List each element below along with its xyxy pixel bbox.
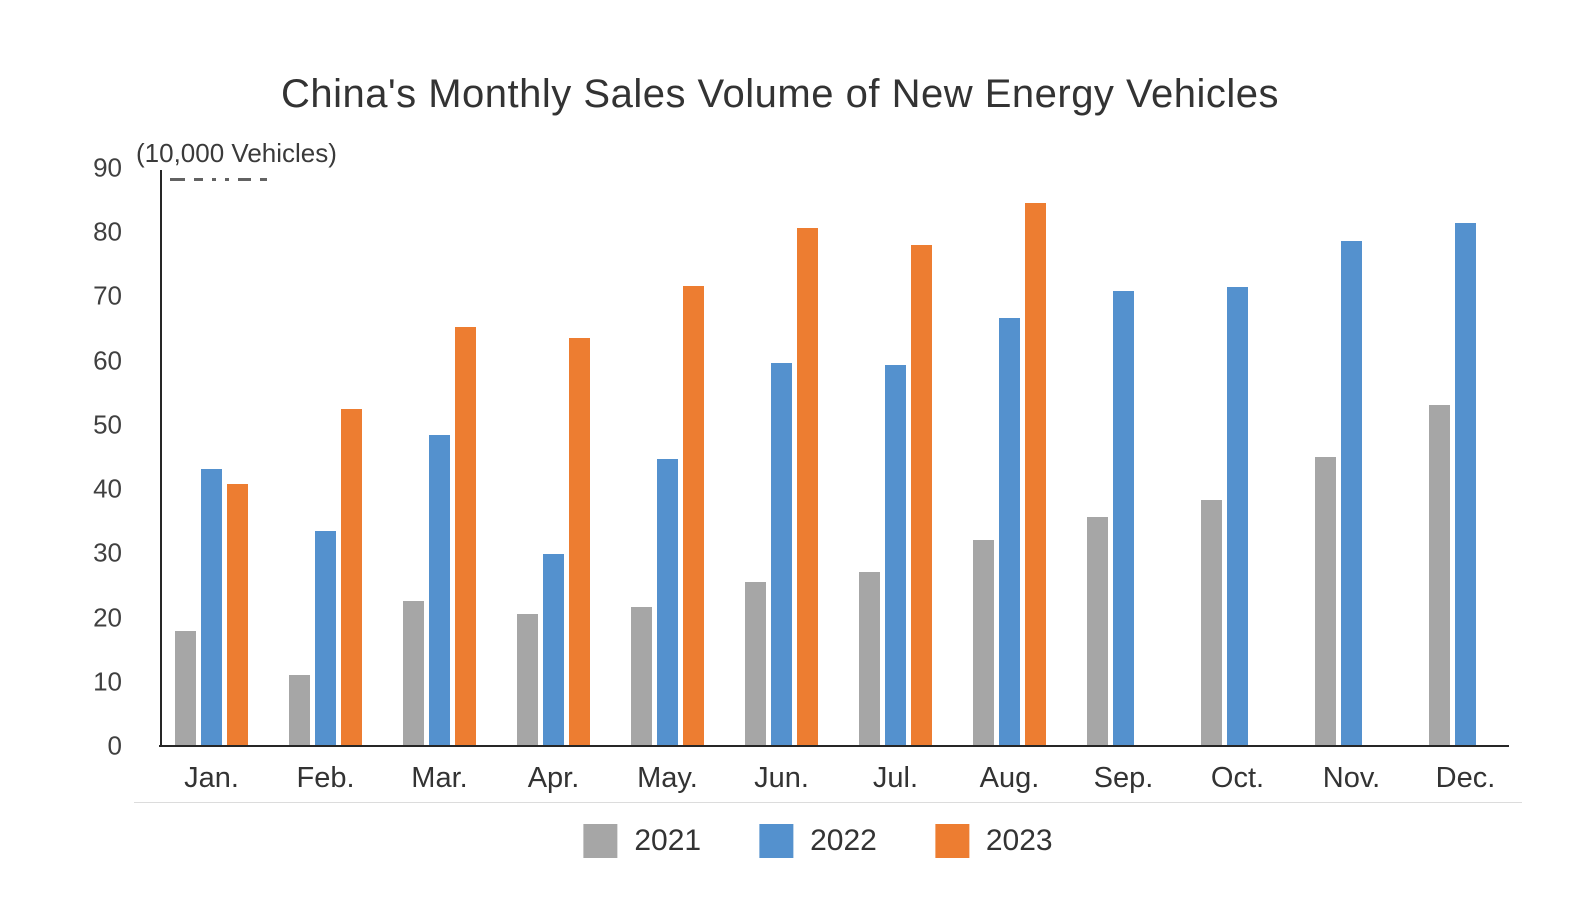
bar-2023-jun bbox=[797, 228, 818, 746]
chart-title: China's Monthly Sales Volume of New Ener… bbox=[280, 72, 1280, 116]
bar-2023-jul bbox=[911, 245, 932, 746]
y-axis-unit-label: (10,000 Vehicles) bbox=[136, 138, 337, 168]
bar-2022-nov bbox=[1341, 241, 1362, 746]
bar-2023-mar bbox=[455, 326, 476, 746]
bar-2021-apr bbox=[517, 613, 538, 746]
bar-2022-apr bbox=[543, 553, 564, 746]
bar-2022-jun bbox=[771, 363, 792, 746]
legend-swatch-2021 bbox=[583, 824, 618, 858]
bar-2023-jan bbox=[227, 483, 248, 746]
bar-2023-feb bbox=[341, 408, 362, 746]
bar-2022-jul bbox=[885, 365, 906, 746]
y-tick-20: 20 bbox=[93, 602, 122, 633]
legend-label-2023: 2023 bbox=[985, 824, 1053, 857]
x-tick-may: May. bbox=[637, 762, 698, 794]
bar-2021-feb bbox=[289, 675, 310, 746]
x-tick-jun: Jun. bbox=[754, 762, 809, 794]
bar-2021-mar bbox=[403, 600, 424, 746]
y-tick-40: 40 bbox=[93, 473, 122, 504]
bar-2022-may bbox=[657, 458, 678, 746]
x-tick-aug: Aug. bbox=[979, 762, 1040, 794]
y-tick-60: 60 bbox=[93, 345, 122, 376]
x-tick-nov: Nov. bbox=[1322, 762, 1381, 794]
y-axis-line bbox=[160, 170, 162, 747]
chart-legend: 2021 2022 2023 bbox=[583, 824, 1053, 858]
y-tick-70: 70 bbox=[93, 280, 122, 311]
axis-artifact-dashes bbox=[170, 177, 276, 181]
bar-2022-jan bbox=[201, 469, 222, 746]
bar-2021-nov bbox=[1315, 457, 1336, 746]
legend-swatch-2023 bbox=[934, 824, 969, 858]
bar-2021-jan bbox=[175, 631, 196, 746]
y-tick-0: 0 bbox=[107, 730, 122, 761]
bar-2022-dec bbox=[1455, 223, 1476, 746]
bar-2022-oct bbox=[1227, 287, 1248, 746]
x-tick-jan: Jan. bbox=[184, 762, 239, 794]
bar-2021-sep bbox=[1087, 516, 1108, 746]
bar-2023-may bbox=[683, 285, 704, 746]
bar-2021-aug bbox=[973, 539, 994, 746]
legend-label-2022: 2022 bbox=[810, 824, 877, 857]
legend-item-2023: 2023 bbox=[934, 824, 1053, 858]
bar-2021-may bbox=[631, 606, 652, 746]
bar-2022-aug bbox=[999, 318, 1020, 746]
bar-2022-feb bbox=[315, 531, 336, 746]
x-tick-feb: Feb. bbox=[296, 762, 355, 794]
x-tick-jul: Jul. bbox=[872, 762, 919, 794]
bar-2022-sep bbox=[1113, 291, 1134, 746]
bar-2021-dec bbox=[1429, 404, 1450, 746]
y-tick-80: 80 bbox=[93, 216, 122, 247]
x-tick-sep: Sep. bbox=[1093, 762, 1154, 794]
x-tick-dec: Dec. bbox=[1435, 762, 1496, 794]
bar-2021-oct bbox=[1201, 500, 1222, 746]
y-tick-30: 30 bbox=[93, 537, 122, 568]
bar-2021-jun bbox=[745, 581, 766, 746]
y-tick-90: 90 bbox=[93, 152, 122, 183]
x-tick-mar: Mar. bbox=[411, 762, 468, 794]
y-tick-10: 10 bbox=[93, 666, 122, 697]
x-axis-line bbox=[159, 745, 1509, 747]
legend-label-2021: 2021 bbox=[634, 824, 702, 857]
x-tick-oct: Oct. bbox=[1210, 762, 1265, 794]
bar-2023-aug bbox=[1025, 202, 1046, 746]
bar-2021-jul bbox=[859, 571, 880, 746]
y-tick-50: 50 bbox=[93, 409, 122, 440]
legend-item-2021: 2021 bbox=[583, 824, 701, 858]
x-tick-apr: Apr. bbox=[527, 762, 580, 794]
legend-swatch-2022 bbox=[759, 824, 794, 858]
bar-2023-apr bbox=[569, 337, 590, 746]
x-axis-label-strip bbox=[134, 757, 1522, 803]
legend-item-2022: 2022 bbox=[759, 824, 877, 858]
bar-2022-mar bbox=[429, 435, 450, 746]
